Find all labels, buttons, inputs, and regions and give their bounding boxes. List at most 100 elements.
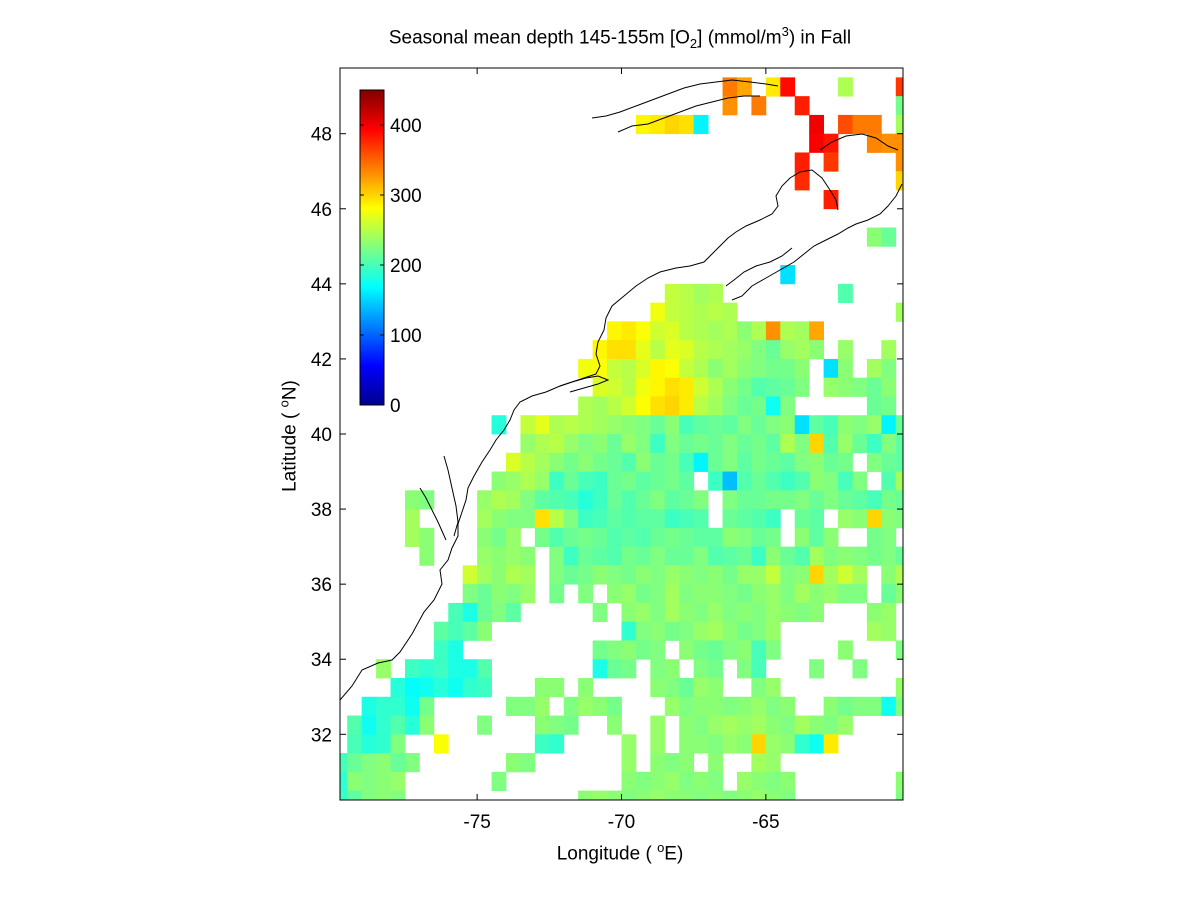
heatmap-cell [708, 471, 723, 491]
heatmap-cell [722, 415, 738, 435]
heatmap-cell [722, 396, 738, 416]
heatmap-cell [823, 584, 839, 604]
heatmap-cell [563, 471, 579, 491]
heatmap-cell [751, 602, 767, 623]
heatmap-cell [664, 621, 680, 641]
heatmap-cell [823, 415, 839, 435]
heatmap-cell [621, 621, 637, 641]
heatmap-cell [693, 321, 709, 341]
heatmap-cell [765, 640, 781, 660]
heatmap-cell [520, 753, 536, 773]
heatmap-cell [534, 415, 550, 435]
heatmap-cell [722, 490, 738, 510]
heatmap-cell [708, 678, 723, 698]
heatmap-cell [650, 434, 666, 454]
heatmap-cell [578, 509, 594, 529]
heatmap-cell [693, 584, 709, 604]
heatmap-cell [693, 790, 709, 800]
heatmap-cell [736, 321, 752, 341]
heatmap-cell [607, 509, 622, 529]
heatmap-cell [520, 415, 536, 435]
heatmap-cell [650, 584, 666, 604]
heatmap-cell [809, 602, 825, 623]
heatmap-cell [838, 565, 853, 585]
heatmap-cell [780, 452, 796, 472]
heatmap-cell [578, 358, 594, 379]
heatmap-cell [794, 584, 810, 604]
heatmap-cell [621, 340, 637, 360]
heatmap-cell [838, 452, 853, 472]
heatmap-cell [881, 509, 897, 529]
heatmap-cell [751, 340, 767, 360]
heatmap-cell [650, 509, 666, 529]
heatmap-cell [607, 452, 622, 472]
heatmap-cell [664, 602, 680, 623]
coastline [340, 79, 903, 701]
heatmap-cell [679, 377, 695, 397]
heatmap-cell [838, 283, 853, 304]
heatmap-cell [866, 396, 882, 416]
heatmap-cell [650, 321, 666, 341]
heatmap-cell [506, 602, 521, 623]
heatmap-cell [592, 602, 608, 623]
heatmap-cell [621, 659, 637, 679]
heatmap-cell [462, 602, 478, 623]
heatmap-cell [693, 734, 709, 754]
heatmap-cell [621, 640, 637, 660]
heatmap-cell [549, 565, 565, 585]
heatmap-cell [809, 114, 825, 135]
heatmap-cell [838, 490, 853, 510]
heatmap-cell [794, 565, 810, 585]
heatmap-cell [650, 358, 666, 379]
heatmap-cell [765, 396, 781, 416]
heatmap-cell [621, 377, 637, 397]
heatmap-cell [736, 471, 752, 491]
heatmap-cell [621, 565, 637, 585]
heatmap-cell [635, 340, 651, 360]
heatmap-cell [592, 527, 608, 548]
heatmap-cell [765, 509, 781, 529]
heatmap-cell [578, 565, 594, 585]
heatmap-cell [895, 509, 903, 529]
chart-title: Seasonal mean depth 145-155m [O2] (mmol/… [388, 24, 852, 52]
heatmap-cell [650, 377, 666, 397]
heatmap-cell [664, 771, 680, 792]
heatmap-cell [491, 602, 507, 623]
heatmap-cell [448, 621, 464, 641]
heatmap-cell [751, 771, 767, 792]
heatmap-cell [794, 527, 810, 548]
heatmap-cell [765, 546, 781, 566]
heatmap-cell [635, 377, 651, 397]
heatmap-cell [664, 396, 680, 416]
heatmap-cell [477, 678, 492, 698]
heatmap-cell [838, 415, 853, 435]
heatmap-cell [664, 340, 680, 360]
x-axis-label: Longitude ( oE) [556, 840, 684, 865]
heatmap-cell [722, 602, 738, 623]
heatmap-cell [563, 490, 579, 510]
heatmap-cell [635, 790, 651, 800]
heatmap-cell [751, 659, 767, 679]
heatmap-cell [881, 584, 897, 604]
heatmap-cell [751, 640, 767, 660]
heatmap-cell [549, 584, 565, 604]
heatmap-cell [462, 678, 478, 698]
heatmap-cell [664, 546, 680, 566]
heatmap-cell [635, 321, 651, 341]
heatmap-cell [607, 358, 622, 379]
heatmap-cell [621, 358, 637, 379]
heatmap-cell [866, 546, 882, 566]
heatmap-cell [693, 678, 709, 698]
heatmap-cell [621, 790, 637, 800]
heatmap-cell [664, 490, 680, 510]
heatmap-cell [794, 602, 810, 623]
heatmap-cell [650, 659, 666, 679]
heatmap-cell [765, 471, 781, 491]
heatmap-cell [708, 621, 723, 641]
heatmap-cell [780, 377, 796, 397]
heatmap-cell [866, 133, 882, 153]
heatmap-cell [722, 509, 738, 529]
heatmap-cell [404, 659, 420, 679]
y-tick-label: 44 [311, 275, 333, 296]
heatmap-cell [881, 471, 897, 491]
